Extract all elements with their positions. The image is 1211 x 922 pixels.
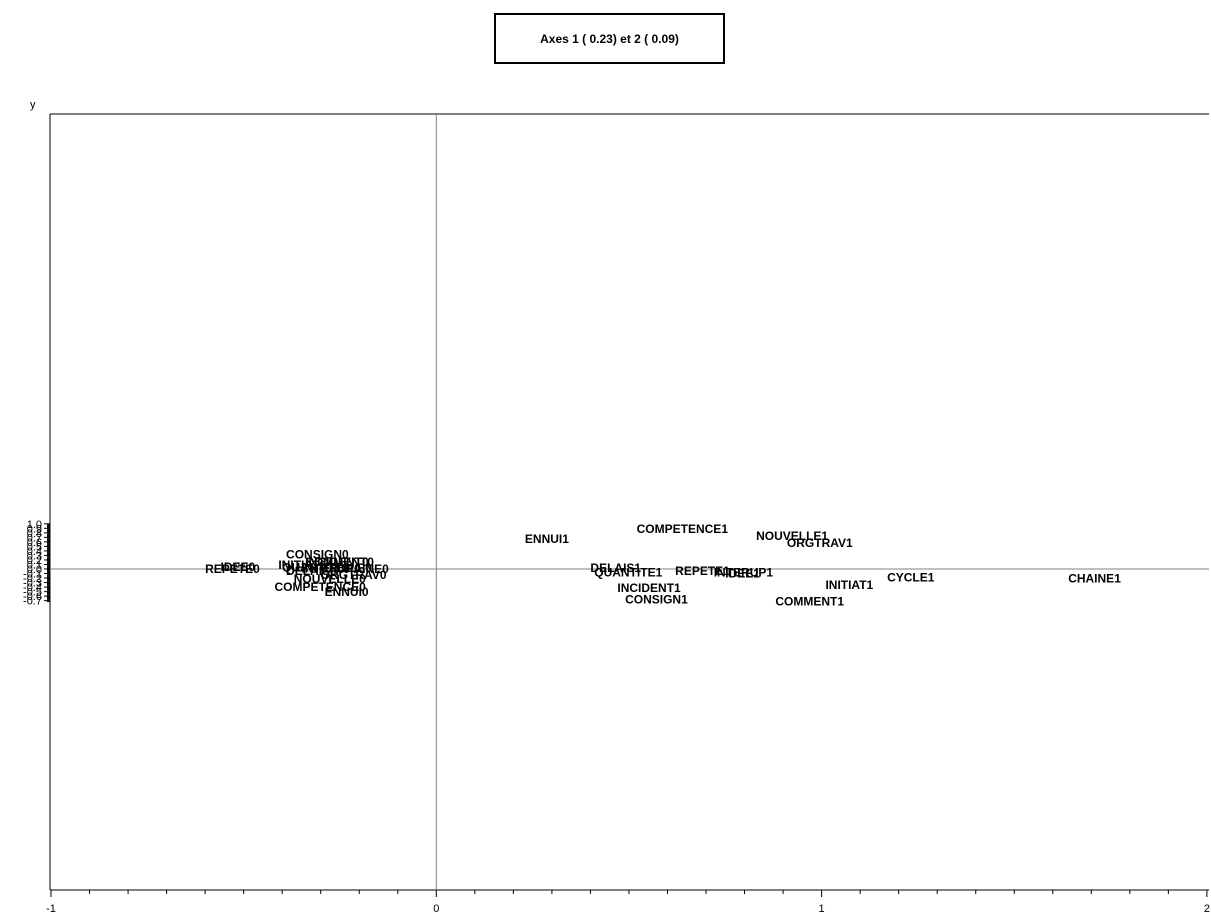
point-label: DELAIS1 (590, 561, 641, 575)
x-tick-label: 1 (819, 903, 825, 915)
point-label: CYCLE1 (887, 571, 935, 585)
y-tick-label: 0.0 (27, 564, 42, 576)
point-label: ORGTRAV1 (787, 536, 853, 550)
point-label: IDEE1 (725, 567, 760, 581)
y-tick-label: 0.2 (27, 555, 42, 567)
point-label: REPETE0 (205, 562, 260, 576)
point-label: COMMENT1 (775, 595, 844, 609)
x-tick-label: -1 (46, 903, 56, 915)
y-tick-label: 0.4 (27, 546, 42, 558)
y-tick-label: -0.5 (23, 587, 42, 599)
y-tick-label: -0.3 (23, 578, 42, 590)
chart-title: Axes 1 ( 0.23) et 2 ( 0.09) (494, 13, 725, 64)
y-tick-label: 0.8 (27, 528, 42, 540)
point-label: INTERUP0 (301, 562, 361, 576)
y-tick-label: 0.7 (27, 532, 42, 544)
x-axis: -1 0 1 2 (46, 890, 1210, 915)
point-label: INCIDENT1 (617, 581, 681, 595)
point-label: INITIAT1 (825, 578, 873, 592)
point-label: COMPETENCE1 (637, 522, 729, 536)
y-tick-label: 1.0 (27, 519, 42, 531)
y-tick-label: 0.9 (27, 523, 42, 535)
y-tick-label: 0.1 (27, 559, 42, 571)
point-label: QUANTITE1 (594, 566, 662, 580)
y-axis: y 1.00.90.80.70.60.50.40.30.20.10.0-0.1-… (23, 99, 50, 608)
point-label: IDEE0 (221, 560, 256, 574)
point-label: CHAINE0 (336, 562, 389, 576)
y-tick-label: 0.5 (27, 541, 42, 553)
point-label: ENNUI1 (525, 532, 569, 546)
point-label: ENNUI0 (325, 585, 369, 599)
y-axis-label: y (30, 99, 36, 111)
point-label: INITIAT0 (278, 558, 326, 572)
y-tick-label: -0.2 (23, 573, 42, 585)
point-labels: COMPETENCE1 NOUVELLE1 ENNUI1 ORGTRAV1 CONSIG… (205, 522, 1121, 609)
y-tick-label: 0.6 (27, 537, 42, 549)
y-tick-label: -0.6 (23, 591, 42, 603)
x-tick-label: 2 (1204, 903, 1210, 915)
x-tick-label: 0 (433, 903, 439, 915)
plot-frame (49, 113, 1209, 891)
point-label: REPETE1 (675, 564, 730, 578)
reference-lines (50, 114, 1209, 890)
point-label: INTERUP1 (714, 566, 774, 580)
point-label: CHAINE1 (1068, 571, 1121, 585)
point-label: DELAIS0 (286, 564, 337, 578)
point-label: QUANTITE0 (282, 561, 350, 575)
point-label: CYCLE0 (325, 561, 373, 575)
point-label: CONSIGN0 (286, 548, 349, 562)
y-tick-label: -0.7 (23, 596, 42, 608)
y-tick-label: 0.3 (27, 550, 42, 562)
point-label: NOUVELLE0 (294, 572, 366, 586)
point-label: NOUVELLE1 (756, 529, 828, 543)
point-label: ORGTRAV0 (321, 568, 387, 582)
point-label: COMMENT0 (305, 555, 374, 569)
y-tick-label: -0.1 (23, 569, 42, 581)
point-label: COMPETENCE0 (274, 580, 366, 594)
y-tick-label: -0.4 (23, 582, 42, 594)
point-label: CONSIGN1 (625, 593, 688, 607)
point-label: INCIDENT0 (305, 555, 369, 569)
